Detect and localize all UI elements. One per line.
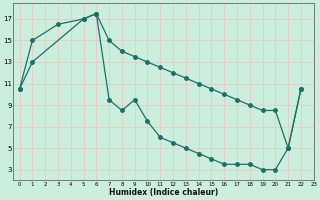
X-axis label: Humidex (Indice chaleur): Humidex (Indice chaleur) — [109, 188, 218, 197]
